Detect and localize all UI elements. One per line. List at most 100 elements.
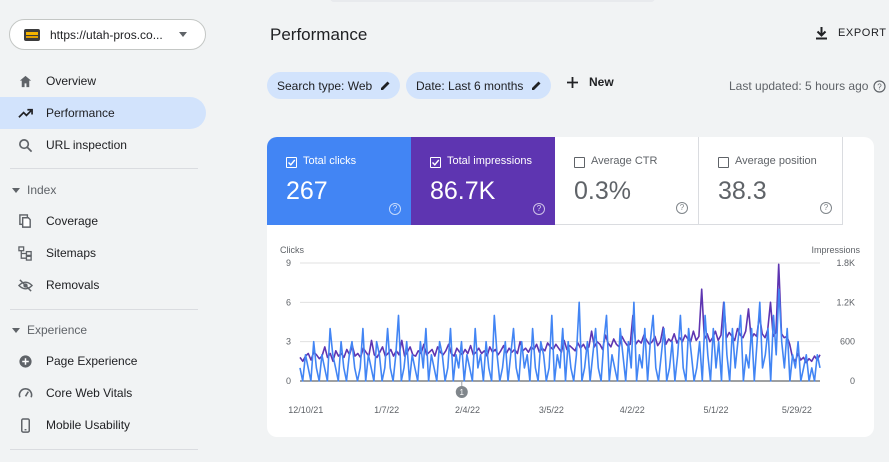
nav-divider [10, 309, 198, 310]
metric-average-position[interactable]: Average position 38.3 ? [699, 137, 843, 225]
y-left-tick-label: 6 [286, 297, 291, 307]
y-right-tick-label: 1.8K [836, 258, 855, 268]
metric-value: 267 [286, 177, 328, 205]
nav-label: Page Experience [46, 354, 138, 368]
site-logo-icon [24, 28, 40, 41]
nav-core-web-vitals[interactable]: Core Web Vitals [0, 377, 206, 409]
export-button[interactable]: EXPORT [815, 26, 887, 40]
chart-annotations[interactable]: 1 [455, 381, 468, 398]
nav-label: Mobile Usability [46, 418, 131, 432]
nav-label: URL inspection [46, 138, 127, 152]
performance-chart[interactable]: Clicks Impressions 9 1.8K 6 1.2K 3 600 0 0 12/1… [267, 137, 874, 437]
clicks-line [299, 288, 821, 382]
edit-icon [381, 81, 390, 90]
new-filter-button[interactable]: New [566, 75, 614, 89]
last-updated: Last updated: 5 hours ago ? [729, 79, 887, 93]
x-tick-label: 1/7/22 [374, 405, 399, 415]
checkbox-checked-icon[interactable] [286, 157, 297, 168]
nav-removals[interactable]: Removals [0, 269, 206, 301]
download-icon [816, 27, 827, 40]
metric-label: Average position [735, 155, 817, 167]
edit-icon [532, 81, 541, 90]
nav-page-experience[interactable]: Page Experience [0, 345, 206, 377]
x-tick-label: 5/1/22 [703, 405, 728, 415]
metric-average-ctr[interactable]: Average CTR 0.3% ? [555, 137, 699, 225]
svg-text:?: ? [878, 82, 883, 91]
metric-value: 38.3 [718, 177, 767, 205]
x-tick-label: 3/5/22 [539, 405, 564, 415]
section-label: Index [27, 183, 57, 197]
nav-coverage[interactable]: Coverage [0, 205, 206, 237]
metric-total-clicks[interactable]: Total clicks 267 ? [267, 137, 411, 225]
help-icon[interactable]: ? [676, 202, 688, 214]
checkbox-unchecked-icon[interactable] [574, 157, 585, 168]
y-right-tick-label: 1.2K [836, 297, 855, 307]
visibility-off-icon [18, 279, 33, 292]
sitemap-icon [18, 246, 32, 261]
y-right-axis-title: Impressions [811, 245, 860, 255]
annotation-label: 1 [460, 388, 465, 397]
help-icon[interactable]: ? [820, 202, 832, 214]
metric-label: Total impressions [447, 155, 532, 167]
date-filter[interactable]: Date: Last 6 months [406, 72, 551, 99]
dropdown-arrow-icon [179, 32, 187, 37]
nav-performance[interactable]: Performance [0, 97, 206, 129]
nav-label: Coverage [46, 214, 99, 228]
smartphone-icon [21, 418, 30, 433]
x-tick-label: 12/10/21 [288, 405, 323, 415]
collapse-arrow-icon [12, 188, 20, 193]
nav-url-inspection[interactable]: URL inspection [0, 129, 206, 161]
y-left-tick-label: 0 [286, 376, 291, 386]
nav-label: Performance [46, 106, 115, 120]
annotation-marker[interactable] [455, 386, 468, 398]
help-icon[interactable]: ? [873, 79, 887, 93]
search-icon [19, 139, 33, 153]
plus-icon [567, 76, 578, 88]
nav-divider [10, 449, 198, 450]
metric-total-impressions[interactable]: Total impressions 86.7K ? [411, 137, 555, 225]
nav-overview[interactable]: Overview [0, 65, 206, 97]
property-url: https://utah-pros.co... [50, 27, 163, 42]
performance-card: Total clicks 267 ? Total impressions 86.… [267, 137, 874, 437]
nav-sitemaps[interactable]: Sitemaps [0, 237, 206, 269]
nav-label: Removals [46, 278, 100, 292]
nav-label: Sitemaps [46, 246, 97, 260]
checkbox-unchecked-icon[interactable] [718, 157, 729, 168]
copy-pages-icon [19, 214, 31, 228]
date-label: Date: Last 6 months [416, 78, 524, 93]
speed-gauge-icon [18, 388, 33, 398]
last-updated-text: Last updated: 5 hours ago [729, 79, 869, 93]
nav-label: Overview [46, 74, 97, 88]
search-bar-edge[interactable] [330, 0, 655, 2]
collapse-arrow-icon [12, 328, 20, 333]
y-left-axis-title: Clicks [280, 245, 304, 255]
chart-series [299, 263, 821, 382]
export-label: EXPORT [838, 27, 887, 39]
search-type-label: Search type: Web [277, 78, 373, 93]
help-icon[interactable]: ? [389, 203, 401, 215]
metric-value: 86.7K [430, 177, 496, 205]
metric-label: Average CTR [591, 155, 658, 167]
x-tick-label: 2/4/22 [455, 405, 480, 415]
chart-y-ticks: 9 1.8K 6 1.2K 3 600 0 0 [286, 258, 855, 386]
new-label: New [589, 75, 614, 89]
y-left-tick-label: 3 [286, 337, 291, 347]
search-type-filter[interactable]: Search type: Web [267, 72, 400, 99]
sidebar: https://utah-pros.co... Overview Perform… [0, 0, 215, 462]
chart-x-ticks: 12/10/21 1/7/22 2/4/22 3/5/22 4/2/22 5/1/22 5/… [288, 405, 812, 415]
metric-value: 0.3% [574, 177, 631, 205]
nav-mobile-usability[interactable]: Mobile Usability [0, 409, 206, 441]
trending-up-icon [18, 108, 33, 118]
y-right-tick-label: 0 [850, 376, 855, 386]
add-circle-icon [19, 355, 32, 368]
property-selector[interactable]: https://utah-pros.co... [9, 19, 206, 50]
nav-label: Core Web Vitals [46, 386, 133, 400]
checkbox-checked-icon[interactable] [430, 157, 441, 168]
y-right-tick-label: 600 [840, 337, 855, 347]
home-icon [19, 75, 32, 88]
page-title: Performance [270, 25, 368, 44]
help-icon[interactable]: ? [533, 203, 545, 215]
y-left-tick-label: 9 [286, 258, 291, 268]
section-label: Experience [27, 323, 88, 337]
nav-divider [10, 168, 198, 169]
